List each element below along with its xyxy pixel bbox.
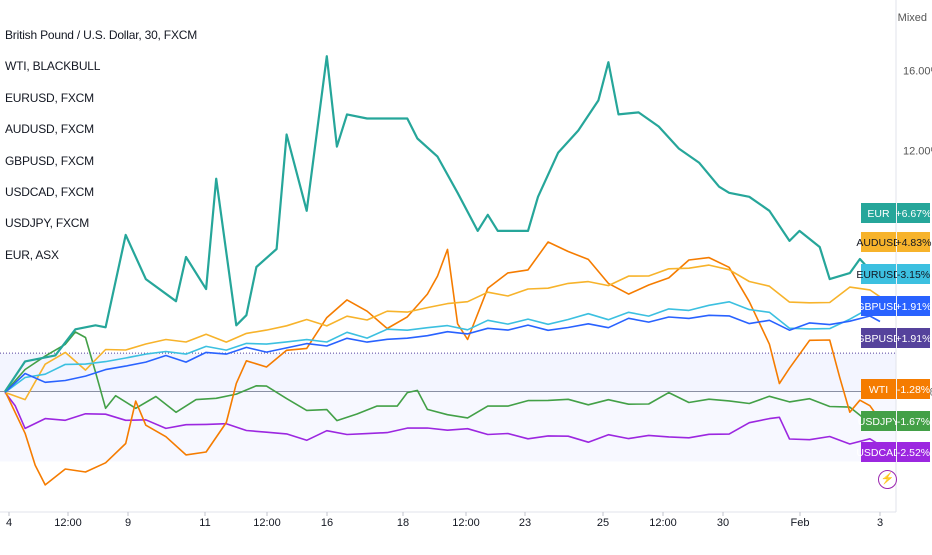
legend: British Pound / U.S. Dollar, 30, FXCM WT… xyxy=(5,20,197,271)
series-line-gbpusd xyxy=(4,314,881,393)
badge-value-bg-audusd xyxy=(897,232,930,252)
badge-name-bg-eur xyxy=(861,203,896,223)
series-line-usdjpy xyxy=(4,331,881,426)
badge-value-usdcad: -2.52% xyxy=(897,447,930,459)
main-series-band xyxy=(0,353,896,392)
badge-value-bg-gbpusd-main xyxy=(897,328,930,348)
badge-name-bg-gbpusd xyxy=(861,296,896,316)
badge-name-bg-wti xyxy=(861,379,896,399)
x-tick-label-5: 16 xyxy=(321,517,333,529)
x-tick-label-3: 11 xyxy=(199,517,210,529)
badge-name-bg-gbpusd-main xyxy=(861,328,896,348)
x-tick-label-9: 25 xyxy=(597,517,609,529)
badge-value-bg-usdjpy xyxy=(897,411,930,431)
badge-value-audusd: +4.83% xyxy=(896,237,932,249)
badge-name-gbpusd: GBPUSD xyxy=(856,301,901,313)
legend-main-symbol[interactable]: British Pound / U.S. Dollar, 30, FXCM xyxy=(5,28,198,42)
badge-value-bg-usdcad xyxy=(897,442,930,462)
badge-value-bg-wti xyxy=(897,379,930,399)
x-tick-label-13: 3 xyxy=(877,517,883,529)
legend-item-eurusd[interactable]: EURUSD, FXCM xyxy=(5,90,94,105)
legend-item-usdjpy[interactable]: USDJPY, FXCM xyxy=(5,216,90,231)
lightning-icon[interactable]: ⚡ xyxy=(878,470,897,489)
y-tick-label-0: 16.00% xyxy=(903,65,932,77)
badge-value-eur: +6.67% xyxy=(896,208,932,220)
series-line-wti xyxy=(4,241,881,486)
badge-name-bg-usdjpy xyxy=(861,411,896,431)
x-tick-label-12: Feb xyxy=(791,517,810,529)
badge-value-usdjpy: -1.67% xyxy=(897,416,930,428)
legend-item-eur[interactable]: EUR, ASX xyxy=(5,247,59,262)
badge-name-bg-usdcad xyxy=(861,442,896,462)
x-tick-label-4: 12:00 xyxy=(253,517,281,529)
badge-name-usdcad: USDCAD xyxy=(856,447,901,459)
badge-name-gbpusd-main: GBPUSD xyxy=(856,333,901,345)
main-series-band-lower xyxy=(0,391,896,462)
badge-value-bg-eur xyxy=(897,203,930,223)
badge-value-gbpusd: +1.91% xyxy=(896,301,932,313)
scale-mode-label[interactable]: Mixed xyxy=(897,12,927,24)
badge-value-bg-eurusd xyxy=(897,264,930,284)
badge-name-bg-audusd xyxy=(861,232,896,252)
badge-value-eurusd: -3.15% xyxy=(897,269,930,281)
x-tick-label-11: 30 xyxy=(717,517,729,529)
legend-item-gbpusd[interactable]: GBPUSD, FXCM xyxy=(5,153,94,168)
badge-name-eurusd: EURUSD xyxy=(856,269,901,281)
badge-value-wti: -1.28% xyxy=(897,384,930,396)
x-tick-label-6: 18 xyxy=(397,517,409,529)
badge-value-gbpusd-main: +1.91% xyxy=(896,333,932,345)
series-line-eur xyxy=(4,55,881,393)
badge-name-usdjpy: USDJPY xyxy=(858,416,899,428)
x-tick-label-8: 23 xyxy=(519,517,531,529)
badge-name-wti: WTI xyxy=(869,384,888,396)
x-tick-label-2: 9 xyxy=(125,517,131,529)
badge-name-bg-eurusd xyxy=(861,264,896,284)
badge-name-eur: EUR xyxy=(867,208,890,220)
legend-item-audusd[interactable]: AUDUSD, FXCM xyxy=(5,122,94,137)
series-line-usdcad xyxy=(4,391,881,446)
legend-item-wti[interactable]: WTI, BLACKBULL xyxy=(5,59,101,74)
x-tick-label-10: 12:00 xyxy=(649,517,677,529)
y-tick-label-1: 12.00% xyxy=(903,146,932,158)
x-tick-label-0: 4 xyxy=(6,517,12,529)
badge-name-audusd: AUDUSD xyxy=(856,237,901,249)
legend-item-usdcad[interactable]: USDCAD, FXCM xyxy=(5,184,94,199)
x-tick-label-7: 12:00 xyxy=(452,517,480,529)
series-line-eurusd xyxy=(4,301,881,394)
series-line-audusd xyxy=(4,264,881,401)
badge-value-bg-gbpusd xyxy=(897,296,930,316)
x-tick-label-1: 12:00 xyxy=(54,517,82,529)
